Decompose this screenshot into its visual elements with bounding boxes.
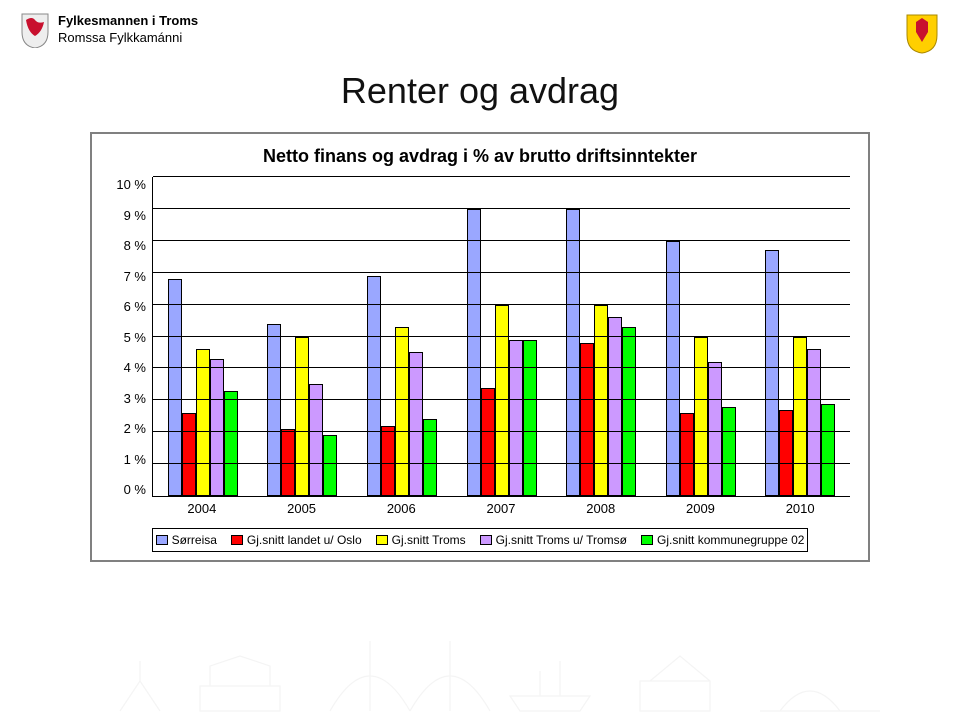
y-tick-label: 6 % [124,299,146,314]
bar [793,337,807,497]
year-group [452,177,552,496]
y-tick-label: 7 % [124,269,146,284]
y-axis: 10 % 9 % 8 % 7 % 6 % 5 % 4 % 3 % 2 % 1 % 0 % [110,177,152,497]
y-tick-label: 9 % [124,208,146,223]
gridline [153,367,850,368]
bar [196,349,210,496]
bar [381,426,395,496]
year-group [651,177,751,496]
y-tick-label: 8 % [124,238,146,253]
gridline [153,240,850,241]
bar [580,343,594,496]
bar [267,324,281,496]
bar [694,337,708,497]
bar [765,250,779,496]
year-group [253,177,353,496]
bar [224,391,238,496]
y-tick-label: 1 % [124,452,146,467]
chart-frame: Netto finans og avdrag i % av brutto dri… [90,132,870,562]
gridline [153,272,850,273]
bar [523,340,537,496]
bar [295,337,309,497]
bar [309,384,323,496]
y-tick-label: 0 % [124,482,146,497]
bar [182,413,196,496]
legend-label: Gj.snitt Troms [392,533,466,547]
x-axis: 2004200520062007200820092010 [152,497,850,516]
page-header: Fylkesmannen i Troms Romssa Fylkkamánni [0,0,960,60]
bar [779,410,793,496]
x-tick-label: 2008 [551,497,651,516]
bar [409,352,423,496]
x-tick-label: 2004 [152,497,252,516]
legend-label: Gj.snitt kommunegruppe 02 [657,533,804,547]
bar [509,340,523,496]
bar [807,349,821,496]
header-line2: Romssa Fylkkamánni [58,30,198,47]
legend-label: Gj.snitt landet u/ Oslo [247,533,362,547]
x-tick-label: 2006 [351,497,451,516]
bar-groups [153,177,850,496]
header-line1: Fylkesmannen i Troms [58,13,198,30]
legend-item: Gj.snitt Troms u/ Tromsø [480,533,627,547]
bar [481,388,495,496]
bar [821,404,835,497]
legend-label: Gj.snitt Troms u/ Tromsø [496,533,627,547]
plot-wrap: 10 % 9 % 8 % 7 % 6 % 5 % 4 % 3 % 2 % 1 % 0 % [110,177,850,497]
bar [395,327,409,496]
x-tick-label: 2010 [750,497,850,516]
gridline [153,304,850,305]
chart-subtitle: Netto finans og avdrag i % av brutto dri… [110,146,850,167]
legend-item: Sørreisa [156,533,217,547]
bar [680,413,694,496]
y-tick-label: 10 % [116,177,146,192]
year-group [153,177,253,496]
legend-swatch [231,535,243,545]
legend-swatch [376,535,388,545]
legend-item: Gj.snitt landet u/ Oslo [231,533,362,547]
legend-item: Gj.snitt Troms [376,533,466,547]
x-tick-label: 2007 [451,497,551,516]
plot-area [152,177,850,497]
chart-title: Renter og avdrag [0,70,960,112]
crest-right-icon [904,12,940,54]
legend-swatch [641,535,653,545]
bar [708,362,722,496]
gridline [153,176,850,177]
bar [608,317,622,496]
x-tick-label: 2009 [651,497,751,516]
x-tick-label: 2005 [252,497,352,516]
gridline [153,431,850,432]
bar [722,407,736,496]
y-tick-label: 4 % [124,360,146,375]
bar [323,435,337,496]
footer-watermark [0,616,960,716]
bar [622,327,636,496]
year-group [750,177,850,496]
bar [467,209,481,496]
y-tick-label: 2 % [124,421,146,436]
year-group [352,177,452,496]
gridline [153,463,850,464]
y-tick-label: 3 % [124,391,146,406]
bar [666,241,680,496]
y-tick-label: 5 % [124,330,146,345]
legend-label: Sørreisa [172,533,217,547]
legend-item: Gj.snitt kommunegruppe 02 [641,533,804,547]
bar [210,359,224,496]
legend: Sørreisa Gj.snitt landet u/ Oslo Gj.snitt … [152,528,808,552]
crest-left-icon [20,12,50,48]
header-text: Fylkesmannen i Troms Romssa Fylkkamánni [58,13,198,47]
legend-swatch [156,535,168,545]
gridline [153,208,850,209]
legend-swatch [480,535,492,545]
year-group [551,177,651,496]
gridline [153,399,850,400]
gridline [153,336,850,337]
bar [566,209,580,496]
